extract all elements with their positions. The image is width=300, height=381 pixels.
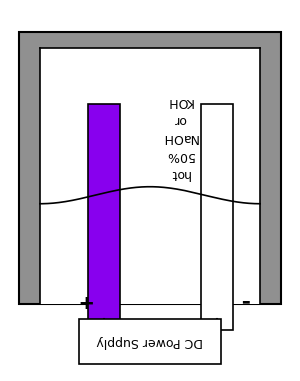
Text: DC Power Supply: DC Power Supply xyxy=(97,335,203,348)
Text: hot
50%
NaOH
or
KOH: hot 50% NaOH or KOH xyxy=(161,95,198,180)
Bar xyxy=(79,319,221,365)
Text: -: - xyxy=(239,290,248,310)
Bar xyxy=(88,104,120,330)
Bar xyxy=(200,104,233,330)
Text: +: + xyxy=(75,291,92,310)
Bar xyxy=(40,48,260,304)
Bar xyxy=(19,32,281,304)
